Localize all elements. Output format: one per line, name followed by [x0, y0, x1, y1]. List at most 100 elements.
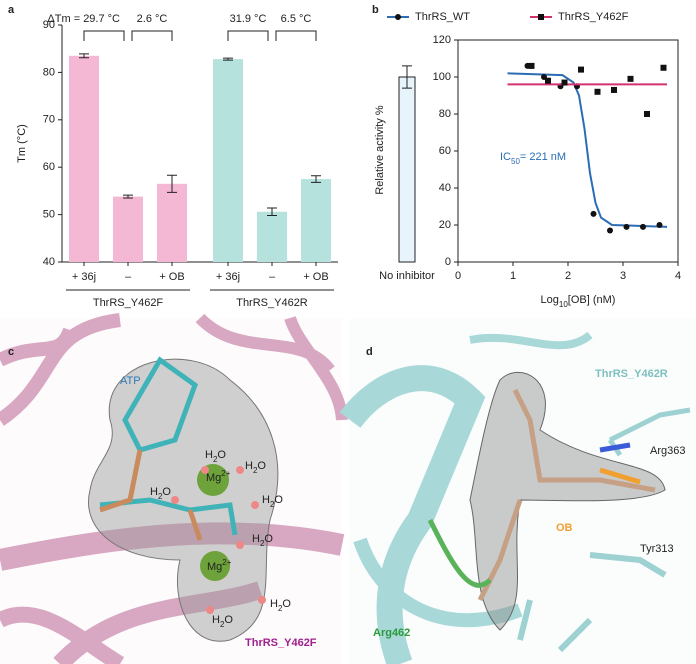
- structure-label-part: 2: [158, 492, 163, 501]
- panel-label: c: [8, 346, 14, 358]
- legend-label: ThrRS_Y462F: [558, 11, 629, 23]
- point: [528, 62, 535, 69]
- point: [644, 111, 650, 117]
- group-label: ThrRS_Y462R: [236, 297, 308, 309]
- x-axis-title-part: Log: [541, 294, 559, 306]
- structure-label-part: 2+: [222, 558, 231, 567]
- y-tick-label: 80: [43, 66, 55, 78]
- x-tick-label: –: [269, 271, 276, 283]
- panel-label: a: [8, 4, 15, 16]
- structure-label-part: H: [245, 460, 253, 472]
- structure-label: H2O: [270, 598, 291, 613]
- structure-label-part: Arg363: [650, 445, 685, 457]
- fit-line: [507, 72, 668, 228]
- control-label: No inhibitor: [379, 270, 435, 282]
- structure-label-part: H: [262, 494, 270, 506]
- panel-d-art: [339, 331, 691, 664]
- structure-label: ThrRS_Y462R: [595, 368, 668, 380]
- annotation-part: = 221 nM: [520, 151, 566, 163]
- structure-label-part: H: [212, 614, 220, 626]
- panel-c-art: [0, 313, 348, 664]
- structure-label: H2O: [262, 494, 283, 509]
- y-tick-label: 40: [439, 182, 451, 194]
- structure-label-part: ThrRS_Y462R: [595, 368, 668, 380]
- x-tick-label: 2: [565, 270, 571, 282]
- bar: [257, 211, 287, 262]
- bracket-label: 6.5 °C: [281, 13, 312, 25]
- point: [607, 227, 613, 234]
- y-tick-label: 80: [439, 108, 451, 120]
- structure-label-part: 2: [253, 466, 258, 475]
- y-tick-label: 50: [43, 209, 55, 221]
- structure-label-part: ThrRS_Y462F: [245, 637, 317, 649]
- structure-label: ThrRS_Y462F: [245, 637, 317, 649]
- legend-marker: [538, 14, 544, 20]
- structure-label: OB: [556, 522, 573, 534]
- structure-label-part: 2: [220, 620, 225, 629]
- structure-label: H2O: [245, 460, 266, 475]
- structure-label-part: O: [257, 460, 266, 472]
- annotation-part: 50: [511, 157, 520, 166]
- y-tick-label: 40: [43, 256, 55, 268]
- point: [590, 210, 597, 217]
- structure-label-part: Arg462: [373, 627, 410, 639]
- y-tick-label: 0: [445, 256, 451, 268]
- structure-label-part: Mg: [207, 561, 222, 573]
- bar: [213, 59, 243, 263]
- x-tick-label: 3: [620, 270, 626, 282]
- y-tick-label: 60: [43, 161, 55, 173]
- structure-label-part: 2: [213, 455, 218, 464]
- point: [545, 77, 551, 84]
- x-tick-label: + 36j: [216, 271, 240, 283]
- structure-label-part: OB: [556, 522, 573, 534]
- structure-label: ATP: [120, 375, 141, 387]
- x-tick-label: 0: [455, 270, 461, 282]
- point: [594, 88, 601, 95]
- x-axis-title-part: [OB] (nM): [568, 294, 616, 306]
- error-bar: [311, 175, 321, 183]
- y-tick-label: 70: [43, 114, 55, 126]
- bar: [157, 183, 187, 262]
- error-bar: [79, 53, 89, 59]
- point: [627, 75, 634, 82]
- x-axis-title-part: 10: [559, 300, 568, 309]
- panel-label: d: [366, 346, 373, 358]
- structure-label: Mg2+: [206, 469, 231, 484]
- structure-label-part: O: [217, 449, 226, 461]
- bracket-label: 31.9 °C: [230, 13, 267, 25]
- point: [623, 223, 630, 230]
- y-tick-label: 100: [433, 71, 451, 83]
- structure-label: Arg363: [650, 445, 685, 457]
- structure-label: Tyr313: [640, 543, 674, 555]
- structure-label-part: 2+: [221, 469, 230, 478]
- x-axis-title: Log10[OB] (nM): [541, 294, 616, 309]
- y-tick-label: 90: [43, 19, 55, 31]
- point: [611, 86, 617, 93]
- structure-label-part: H: [270, 598, 278, 610]
- legend-label: ThrRS_WT: [415, 11, 470, 23]
- structure-label-part: 2: [260, 539, 265, 548]
- y-tick-label: 60: [439, 145, 451, 157]
- bracket: [83, 30, 125, 41]
- point: [561, 79, 568, 86]
- structure-label: H2O: [212, 614, 233, 629]
- bracket: [227, 30, 269, 41]
- structure-label-part: H: [150, 486, 158, 498]
- structure-label-part: ATP: [120, 375, 141, 387]
- structure-label: H2O: [252, 533, 273, 548]
- x-tick-label: + 36j: [72, 271, 96, 283]
- group-label: ThrRS_Y462F: [93, 297, 164, 309]
- structure-label: H2O: [205, 449, 226, 464]
- structure-label-part: O: [224, 614, 233, 626]
- y-axis-title: Tm (°C): [16, 124, 28, 163]
- bracket: [131, 30, 173, 41]
- structure-label: Arg462: [373, 627, 410, 639]
- structure-label-part: Tyr313: [640, 543, 674, 555]
- structure-label-part: O: [274, 494, 283, 506]
- annotation-part: IC: [500, 151, 511, 163]
- legend-marker: [395, 14, 401, 20]
- control-error: [402, 65, 412, 89]
- error-bar: [123, 194, 133, 199]
- control-bar: [398, 76, 416, 263]
